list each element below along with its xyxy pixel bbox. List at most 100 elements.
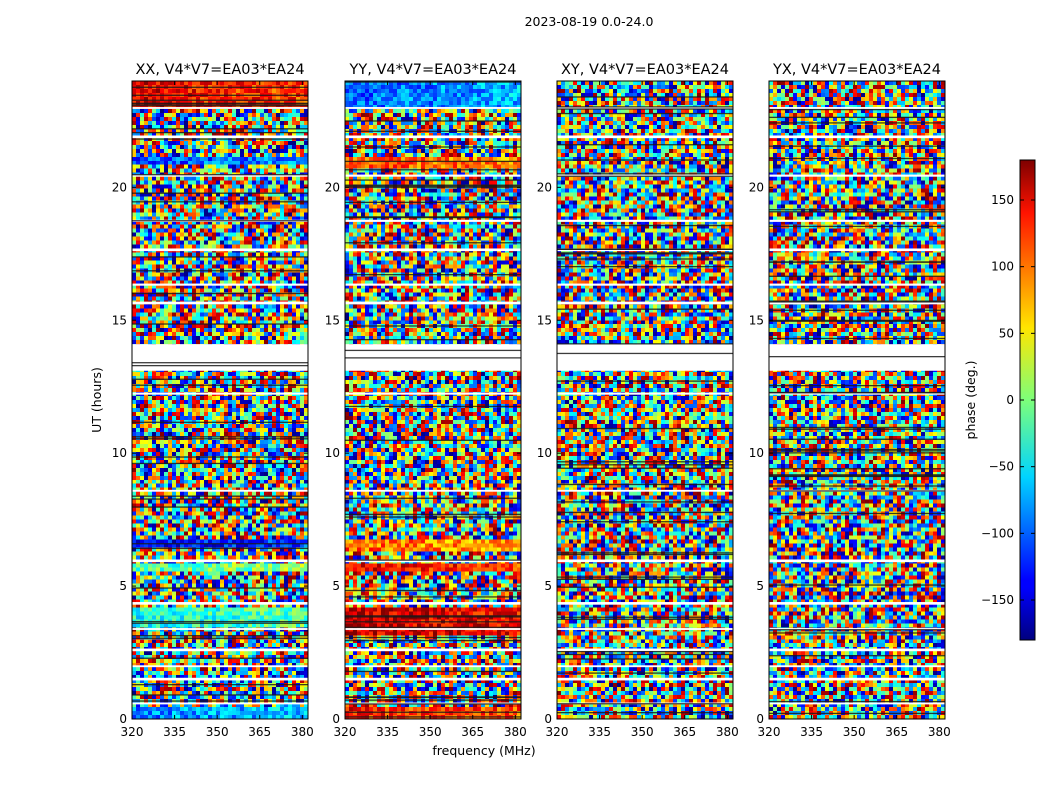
y-tick-label: 10 [749, 446, 764, 460]
flagged-interval [345, 677, 521, 681]
panel-title: XX, V4*V7=EA03*EA24 [135, 62, 304, 78]
scan-separator [769, 712, 945, 715]
scan-separator [557, 618, 733, 620]
scan-separator [345, 615, 521, 617]
figure-suptitle: 2023-08-19 0.0-24.0 [525, 14, 654, 29]
scan-separator [132, 323, 308, 325]
scan-separator [557, 252, 733, 254]
y-tick-label: 10 [537, 446, 552, 460]
scan-separator [557, 616, 733, 618]
flagged-interval [345, 665, 521, 668]
scan-separator [769, 225, 945, 228]
flagged-interval [769, 301, 945, 305]
y-tick-label: 5 [332, 579, 340, 593]
scan-separator [557, 112, 733, 115]
scan-separator [769, 490, 945, 492]
panel-title: YY, V4*V7=EA03*EA24 [349, 62, 517, 78]
y-tick-label: 0 [119, 712, 127, 726]
x-tick-label: 365 [885, 725, 908, 739]
scan-separator [557, 552, 733, 554]
scan-separator [345, 160, 521, 163]
colorbar-tick-label: 50 [999, 326, 1014, 340]
scan-separator [557, 483, 733, 486]
flagged-interval [345, 628, 521, 630]
y-tick-label: 0 [756, 712, 764, 726]
scan-separator [132, 635, 308, 637]
scan-separator [345, 439, 521, 441]
flagged-interval [557, 559, 733, 563]
scan-separator [345, 179, 521, 181]
scan-separator [132, 436, 308, 438]
scan-separator [132, 506, 308, 508]
scan-separator [345, 716, 521, 718]
x-tick-label: 320 [334, 725, 357, 739]
scan-separator [557, 224, 733, 227]
scan-separator [132, 495, 308, 497]
scan-separator [557, 467, 733, 469]
panel-title: YX, V4*V7=EA03*EA24 [772, 62, 941, 78]
colorbar-tick-label: 150 [991, 193, 1014, 207]
flagged-interval [132, 648, 308, 652]
scan-separator [345, 274, 521, 276]
scan-separator [345, 325, 521, 327]
flagged-interval [132, 135, 308, 139]
scan-separator [345, 184, 521, 186]
scan-separator [557, 248, 733, 250]
scan-separator [557, 464, 733, 466]
colorbar-ticks: −150 −100 −50 0 50 100 150 [981, 193, 1035, 607]
scan-separator [345, 636, 521, 639]
flagged-interval [132, 301, 308, 305]
scan-separator [769, 438, 945, 440]
scan-separator [345, 185, 521, 187]
scan-separator [769, 474, 945, 476]
scan-separator [132, 378, 308, 380]
scan-separator [345, 639, 521, 642]
scan-separator [769, 145, 945, 147]
scan-separator [345, 216, 521, 218]
flagged-interval [557, 392, 733, 395]
scan-separator [557, 427, 733, 430]
flagged-interval [132, 283, 308, 286]
scan-separator [769, 108, 945, 111]
scan-separator [769, 384, 945, 387]
scan-separator [769, 261, 945, 263]
scan-separator [557, 343, 733, 345]
panel-2: XY, V4*V7=EA03*EA24 320 335 350 365 380 0 5 10 15… [537, 62, 739, 739]
scan-separator [557, 703, 733, 705]
scan-separator [132, 364, 308, 367]
scan-separator [769, 320, 945, 322]
scan-separator [769, 319, 945, 322]
flagged-interval [557, 602, 733, 605]
scan-separator [345, 497, 521, 499]
y-tick-label: 5 [544, 579, 552, 593]
x-tick-label: 320 [121, 725, 144, 739]
flagged-interval [345, 107, 521, 109]
flagged-interval [132, 107, 308, 109]
scan-separator [769, 450, 945, 452]
scan-separator [132, 694, 308, 696]
y-tick-label: 15 [112, 313, 127, 327]
scan-separator [345, 596, 521, 598]
scan-separator [345, 699, 521, 701]
y-tick-label: 20 [749, 180, 764, 194]
flagged-interval [769, 135, 945, 139]
flagged-interval [345, 392, 521, 395]
scan-separator [132, 105, 308, 107]
flagged-interval [769, 344, 945, 371]
scan-separator [132, 362, 308, 364]
flagged-interval [769, 283, 945, 286]
scan-separator [132, 543, 308, 545]
scan-separator [769, 452, 945, 454]
scan-separator [557, 658, 733, 660]
colorbar-tick-label: 100 [991, 260, 1014, 274]
scan-separator [557, 650, 733, 653]
scan-separator [557, 308, 733, 310]
scan-separator [557, 501, 733, 503]
flagged-interval [769, 219, 945, 222]
waterfall-image [769, 81, 945, 719]
scan-separator [345, 81, 521, 83]
x-tick-label: 350 [419, 725, 442, 739]
scan-separator [345, 357, 521, 359]
scan-separator [345, 405, 521, 408]
flagged-interval [345, 248, 521, 252]
